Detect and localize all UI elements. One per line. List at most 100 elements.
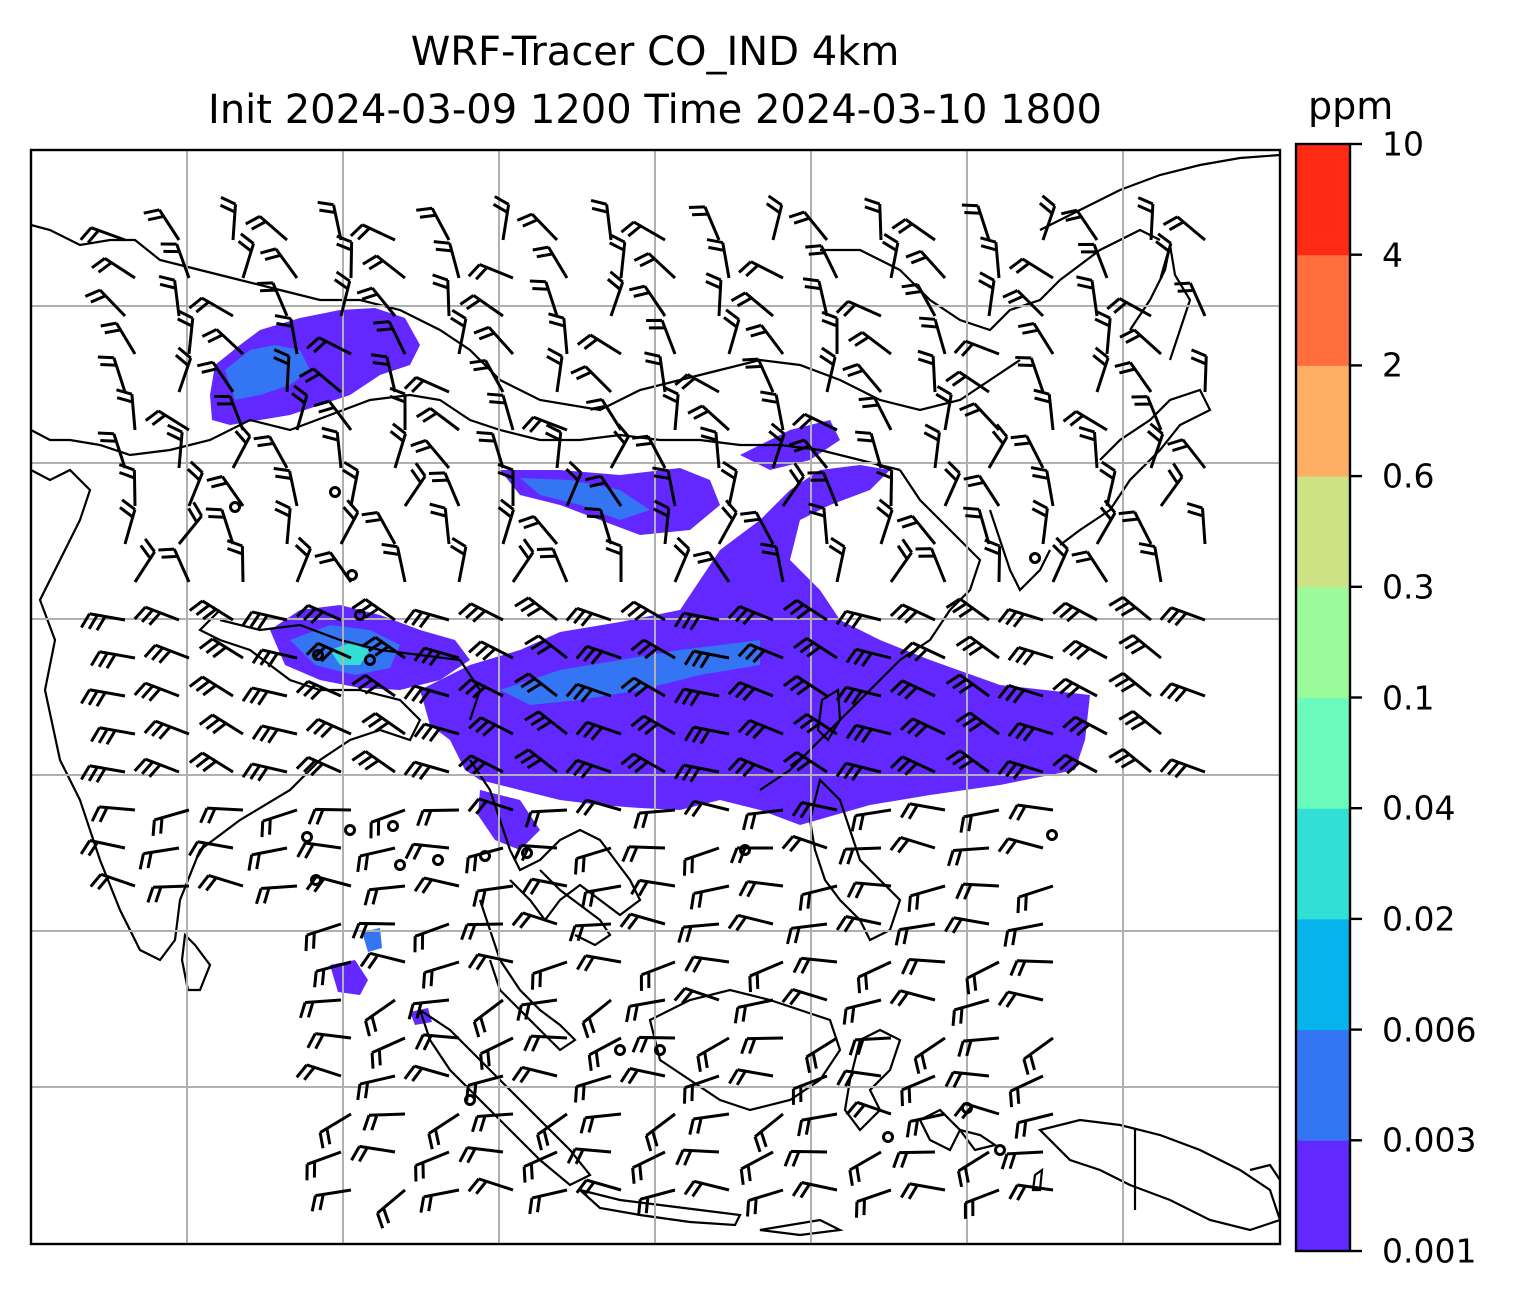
- wind-barb: [1118, 710, 1162, 736]
- wind-barb: [807, 471, 839, 507]
- calm-wind-circle: [301, 831, 313, 843]
- wind-barb: [978, 271, 996, 317]
- wind-barb: [295, 679, 342, 701]
- calm-wind-circle: [312, 649, 324, 661]
- wind-barb: [188, 675, 234, 698]
- wind-barb: [997, 990, 1044, 1008]
- wind-barb: [742, 357, 775, 393]
- wind-barb: [673, 536, 691, 583]
- plume-east-core: [500, 640, 760, 705]
- wind-barb: [677, 922, 720, 943]
- wind-barb: [548, 312, 569, 355]
- wind-barb: [306, 1032, 352, 1050]
- wind-barb: [241, 610, 288, 630]
- wind-barb: [314, 551, 353, 583]
- wind-barb: [1092, 346, 1110, 393]
- wind-barb: [745, 323, 785, 355]
- wind-barb: [1060, 208, 1099, 241]
- wind-barb: [79, 839, 126, 857]
- wind-barb: [376, 1188, 406, 1229]
- wind-barb: [146, 884, 190, 903]
- wind-barb: [1119, 328, 1163, 356]
- wind-barb: [1007, 646, 1054, 666]
- calm-wind-circle: [882, 1131, 894, 1143]
- wind-barb: [422, 960, 460, 989]
- wind-barb: [729, 846, 773, 864]
- wind-barb: [943, 460, 962, 507]
- wind-barb: [717, 499, 738, 545]
- wind-barb: [905, 249, 947, 280]
- wind-barb: [351, 674, 396, 698]
- wind-barb: [511, 538, 535, 583]
- wind-barb: [118, 463, 137, 507]
- wind-barb: [855, 430, 883, 469]
- wind-barb: [1167, 438, 1207, 469]
- wind-barb: [793, 713, 838, 736]
- wind-barb: [307, 807, 352, 825]
- wind-barb: [1008, 257, 1054, 280]
- wind-barb: [356, 1074, 396, 1101]
- wind-barb: [158, 547, 191, 583]
- wind-barb: [273, 348, 291, 393]
- wind-barb: [513, 843, 558, 862]
- wind-barb: [472, 884, 514, 907]
- wind-barb: [299, 998, 342, 1019]
- wind-barb: [835, 685, 882, 706]
- wind-barb: [730, 291, 774, 318]
- colorbar-segment: [1296, 1140, 1350, 1252]
- wind-barb: [621, 845, 666, 863]
- wind-barb: [900, 1074, 936, 1107]
- wind-barb: [997, 837, 1044, 855]
- wind-barb: [856, 960, 892, 994]
- map-title-line2: Init 2024-03-09 1200 Time 2024-03-10 180…: [208, 87, 1102, 133]
- wind-barb: [413, 722, 460, 743]
- plume-north-india-peak: [330, 643, 370, 665]
- wind-barb: [963, 1188, 1000, 1219]
- wind-barb: [808, 502, 829, 545]
- wind-barb: [403, 684, 450, 705]
- wind-barb: [90, 805, 136, 823]
- wind-barb: [291, 384, 309, 431]
- wind-barb: [997, 760, 1044, 780]
- wind-barb: [901, 283, 937, 317]
- wind-barb: [980, 236, 1001, 279]
- wind-barb: [835, 299, 882, 318]
- wind-barb: [783, 599, 828, 622]
- wind-barb: [956, 1150, 990, 1188]
- wind-barb: [274, 499, 292, 545]
- wind-barb: [1008, 1074, 1044, 1108]
- wind-barb: [295, 1063, 342, 1081]
- wind-barb: [584, 507, 613, 545]
- wind-barb: [459, 294, 504, 318]
- wind-barb: [1000, 1150, 1044, 1170]
- plume-bay-of-bengal: [330, 960, 368, 995]
- colorbar-segment: [1296, 808, 1350, 920]
- wind-barb: [900, 1182, 946, 1200]
- wind-barb: [479, 1036, 514, 1070]
- wind-barb: [791, 1074, 828, 1105]
- calm-wind-circle: [432, 854, 444, 866]
- wind-barb: [1159, 758, 1206, 779]
- wind-barb: [768, 422, 786, 469]
- wind-barb: [469, 359, 505, 393]
- wind-barb: [955, 882, 1000, 900]
- wind-barb: [362, 254, 406, 280]
- colorbar-tick-label: 4: [1382, 235, 1403, 275]
- wind-barb: [688, 205, 721, 241]
- wind-barb: [403, 608, 450, 629]
- wind-barb: [313, 399, 353, 431]
- wind-barb: [1038, 194, 1057, 241]
- wind-barb: [786, 922, 828, 945]
- wind-barb: [514, 748, 558, 774]
- wind-barb: [186, 460, 204, 507]
- wind-barb: [245, 215, 288, 242]
- wind-barb: [565, 460, 583, 507]
- wind-barb: [133, 757, 180, 778]
- colorbar-tick-label: 10: [1382, 124, 1424, 164]
- wind-barb: [575, 798, 622, 816]
- wind-barb: [295, 755, 342, 777]
- wind-barb: [579, 1112, 622, 1134]
- wind-barb: [1062, 410, 1108, 432]
- wind-barb: [791, 801, 838, 819]
- wind-barb: [819, 346, 837, 393]
